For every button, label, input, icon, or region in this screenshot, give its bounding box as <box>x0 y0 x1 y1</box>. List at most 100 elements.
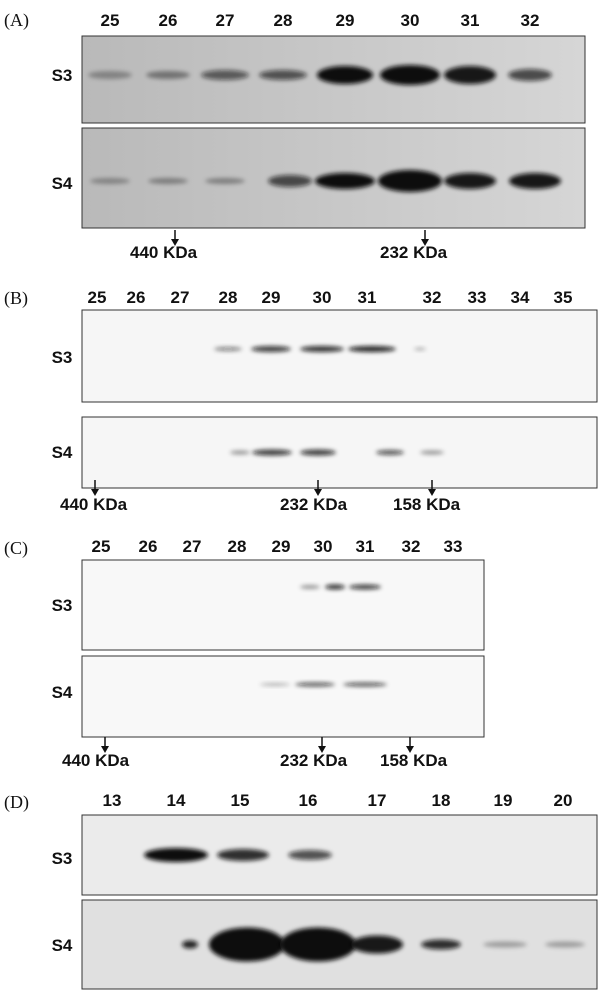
band <box>414 347 426 351</box>
lane-number: 30 <box>401 11 420 30</box>
lane-number: 16 <box>299 791 318 810</box>
band <box>444 66 496 84</box>
panel-label: (A) <box>4 10 29 31</box>
band <box>317 66 373 84</box>
band <box>146 71 190 79</box>
band <box>217 849 269 861</box>
band <box>295 682 335 687</box>
band <box>148 178 188 184</box>
lane-number: 31 <box>356 537 375 556</box>
lane-number: 32 <box>521 11 540 30</box>
lane-number: 29 <box>262 288 281 307</box>
row-label: S3 <box>52 596 73 615</box>
band <box>252 449 292 456</box>
lane-number: 31 <box>358 288 377 307</box>
row-label: S3 <box>52 66 73 85</box>
marker-label: 440 KDa <box>62 751 130 770</box>
marker-arrowhead <box>406 746 414 753</box>
lane-number: 33 <box>468 288 487 307</box>
marker-label: 158 KDa <box>380 751 448 770</box>
marker-arrowhead <box>171 239 179 246</box>
lane-number: 27 <box>171 288 190 307</box>
marker-label: 232 KDa <box>280 751 348 770</box>
marker-arrowhead <box>428 489 436 496</box>
lane-number: 31 <box>461 11 480 30</box>
panel-label: (B) <box>4 288 28 309</box>
band <box>259 70 307 80</box>
lane-number: 30 <box>314 537 333 556</box>
lane-number: 29 <box>272 537 291 556</box>
lane-number: 28 <box>219 288 238 307</box>
band <box>230 450 250 455</box>
lane-number: 18 <box>432 791 451 810</box>
blot <box>81 309 598 403</box>
marker-label: 440 KDa <box>130 243 198 262</box>
band <box>421 939 461 950</box>
band <box>420 450 444 455</box>
band <box>280 927 356 962</box>
band <box>509 173 561 189</box>
lane-number: 13 <box>103 791 122 810</box>
lane-number: 25 <box>88 288 107 307</box>
band <box>201 70 249 80</box>
row-label: S4 <box>52 443 73 462</box>
lane-number: 25 <box>92 537 111 556</box>
marker-label: 158 KDa <box>393 495 461 514</box>
lane-number: 27 <box>216 11 235 30</box>
lane-number: 29 <box>336 11 355 30</box>
band <box>182 940 198 949</box>
row-label: S4 <box>52 174 73 193</box>
lane-number: 34 <box>511 288 530 307</box>
lane-number: 28 <box>228 537 247 556</box>
band <box>508 69 552 81</box>
band <box>376 450 404 455</box>
lane-number: 28 <box>274 11 293 30</box>
marker-label: 440 KDa <box>60 495 128 514</box>
lane-number: 27 <box>183 537 202 556</box>
band <box>380 65 440 85</box>
band <box>351 935 403 954</box>
lane-number: 14 <box>167 791 186 810</box>
band <box>260 683 290 686</box>
band <box>545 941 585 948</box>
row-label: S3 <box>52 849 73 868</box>
band <box>349 584 381 590</box>
panel-label: (D) <box>4 792 29 813</box>
band <box>205 178 245 184</box>
marker-arrowhead <box>318 746 326 753</box>
blot <box>81 655 485 738</box>
lane-number: 26 <box>127 288 146 307</box>
band <box>214 347 242 351</box>
lane-number: 25 <box>101 11 120 30</box>
marker-label: 232 KDa <box>380 243 448 262</box>
row-label: S4 <box>52 683 73 702</box>
blot <box>81 559 485 651</box>
lane-number: 26 <box>159 11 178 30</box>
lane-number: 15 <box>231 791 250 810</box>
band <box>444 173 496 189</box>
band <box>378 170 442 192</box>
marker-arrowhead <box>101 746 109 753</box>
row-label: S4 <box>52 936 73 955</box>
marker-arrowhead <box>314 489 322 496</box>
band <box>343 682 387 687</box>
band <box>88 71 132 79</box>
lane-number: 20 <box>554 791 573 810</box>
lane-number: 32 <box>423 288 442 307</box>
lane-number: 33 <box>444 537 463 556</box>
band <box>300 449 336 456</box>
lane-number: 17 <box>368 791 387 810</box>
band <box>348 346 396 352</box>
blot <box>81 416 598 489</box>
band <box>90 178 130 184</box>
band <box>300 346 344 352</box>
marker-arrowhead <box>421 239 429 246</box>
marker-arrowhead <box>91 489 99 496</box>
band <box>209 927 285 962</box>
lane-number: 32 <box>402 537 421 556</box>
band <box>325 584 345 590</box>
band <box>288 850 332 860</box>
panel-label: (C) <box>4 538 28 559</box>
band <box>144 848 208 862</box>
